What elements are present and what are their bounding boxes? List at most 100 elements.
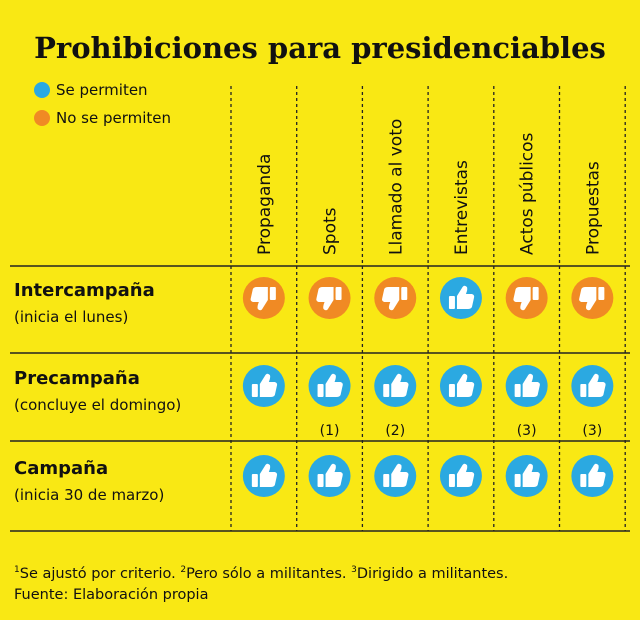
thumb-hand <box>579 287 597 311</box>
legend-label: No se permiten <box>56 109 171 127</box>
thumb-up-icon <box>505 455 548 497</box>
thumb-cuff <box>514 384 521 397</box>
thumb <box>251 373 278 397</box>
thumb-cuff <box>317 474 324 487</box>
thumb-up-icon <box>308 365 351 407</box>
thumb-cuff <box>580 384 587 397</box>
legend-dot <box>34 82 50 98</box>
thumb-hand <box>250 287 268 311</box>
thumb <box>513 287 539 311</box>
thumb-hand <box>588 373 606 397</box>
footnote-text: Se ajustó por criterio. <box>20 566 181 582</box>
cell-note: (3) <box>517 423 537 439</box>
column-header: Entrevistas <box>452 160 472 255</box>
thumb <box>383 463 409 487</box>
thumb-hand <box>259 373 278 397</box>
thumb-hand <box>513 287 531 311</box>
footnote-text: Pero sólo a militantes. <box>186 566 351 582</box>
thumb-hand <box>456 463 475 487</box>
footnote-text: Dirigido a militantes. <box>357 566 508 582</box>
thumb-cuff <box>448 474 455 487</box>
thumb <box>383 373 409 397</box>
column-header: Actos públicos <box>518 132 538 255</box>
thumb-down-icon <box>505 277 548 319</box>
row-label: Intercampaña <box>14 280 155 301</box>
thumb <box>317 373 343 397</box>
thumb-up-icon <box>374 455 417 497</box>
thumb-cuff <box>335 287 342 300</box>
thumb-down-icon <box>374 277 417 319</box>
column-header: Llamado al voto <box>386 119 406 255</box>
source: Fuente: Elaboración propia <box>14 587 208 603</box>
thumb-cuff <box>269 287 276 300</box>
thumb-cuff <box>448 296 455 309</box>
thumb <box>317 463 343 487</box>
thumb <box>580 463 606 487</box>
thumb-hand <box>259 463 278 487</box>
title: Prohibiciones para presidenciables <box>34 31 606 65</box>
thumb-up-icon <box>439 277 482 319</box>
thumb-hand <box>456 373 475 397</box>
footnote-mark: 1 <box>14 565 20 575</box>
table-grid <box>10 265 630 532</box>
thumb-cuff <box>401 287 408 300</box>
thumb <box>250 287 276 311</box>
thumb-up-icon <box>374 365 417 407</box>
footnote-mark: 3 <box>351 565 357 575</box>
thumb <box>514 463 540 487</box>
thumb-hand <box>325 463 343 487</box>
thumb-down-icon <box>571 277 614 319</box>
thumb <box>251 463 278 487</box>
thumb-cuff <box>514 474 521 487</box>
thumb-cuff <box>580 474 587 487</box>
thumb-up-icon <box>439 455 482 497</box>
thumb-hand <box>456 285 475 309</box>
cell-note: (3) <box>582 423 602 439</box>
thumb <box>316 287 342 311</box>
thumb-hand <box>522 463 540 487</box>
thumb <box>448 373 475 397</box>
cell-note: (2) <box>385 423 405 439</box>
thumb-down-icon <box>308 277 351 319</box>
thumb <box>579 287 605 311</box>
thumb-hand <box>588 463 606 487</box>
footnote-mark: 2 <box>180 565 186 575</box>
thumb-hand <box>522 373 540 397</box>
row-label: Precampaña <box>14 368 140 389</box>
thumb-up-icon <box>571 365 614 407</box>
thumb <box>448 285 475 309</box>
row-label: Campaña <box>14 458 108 479</box>
thumb <box>382 287 408 311</box>
thumb-up-icon <box>242 455 285 497</box>
thumb-up-icon <box>505 365 548 407</box>
thumb-up-icon <box>308 455 351 497</box>
thumb-hand <box>391 463 409 487</box>
thumb-up-icon <box>571 455 614 497</box>
row-sublabel: (concluye el domingo) <box>14 396 181 414</box>
thumb-cuff <box>383 474 390 487</box>
thumb-cuff <box>448 384 455 397</box>
thumb-cuff <box>532 287 539 300</box>
legend-dot <box>34 110 50 126</box>
footnotes: 1Se ajustó por criterio. 2Pero sólo a mi… <box>14 565 508 582</box>
thumb-up-icon <box>242 365 285 407</box>
column-header: Propuestas <box>583 161 603 255</box>
thumb-cuff <box>251 474 258 487</box>
row-sublabel: (inicia el lunes) <box>14 308 128 326</box>
column-header: Spots <box>321 207 341 255</box>
thumb-cuff <box>251 384 258 397</box>
thumb-hand <box>316 287 334 311</box>
thumb-hand <box>325 373 343 397</box>
thumb-hand <box>391 373 409 397</box>
column-header: Propaganda <box>255 154 275 255</box>
cell-note: (1) <box>320 423 340 439</box>
thumb-cuff <box>317 384 324 397</box>
thumb-cuff <box>383 384 390 397</box>
row-sublabel: (inicia 30 de marzo) <box>14 486 164 504</box>
thumb <box>514 373 540 397</box>
thumb-down-icon <box>242 277 285 319</box>
legend-label: Se permiten <box>56 81 148 99</box>
thumb-hand <box>382 287 400 311</box>
thumb-up-icon <box>439 365 482 407</box>
